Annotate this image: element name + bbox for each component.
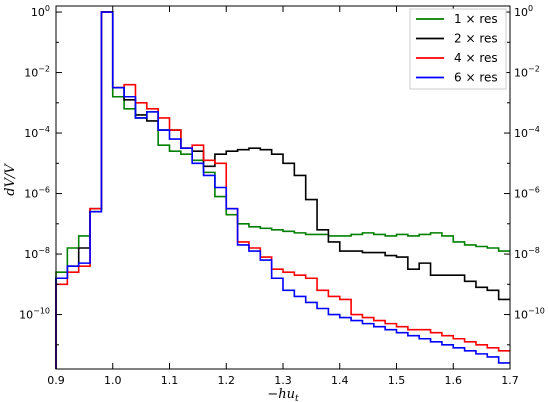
y-tick-label-right: 10−8 bbox=[514, 246, 540, 261]
x-axis-title: −hut bbox=[267, 387, 299, 402]
y-tick-label-right: 10−2 bbox=[514, 65, 540, 80]
x-tick-label: 0.9 bbox=[47, 374, 65, 387]
series-line-4 bbox=[55, 11, 510, 369]
legend-label-2: 2 × res bbox=[454, 32, 498, 46]
x-tick-label: 1.2 bbox=[218, 374, 236, 387]
y-tick-label-left: 10−4 bbox=[24, 125, 50, 140]
y-tick-label-right: 10−4 bbox=[514, 125, 540, 140]
x-tick-label: 1.3 bbox=[274, 374, 292, 387]
x-tick-label: 1.7 bbox=[501, 374, 519, 387]
x-tick-label: 1.4 bbox=[331, 374, 349, 387]
y-axis-title: dV/V bbox=[3, 163, 18, 196]
legend: 1 × res 2 × res 4 × res 6 × res bbox=[409, 8, 507, 90]
legend-label-4: 6 × res bbox=[454, 71, 498, 85]
plot-frame bbox=[55, 5, 511, 370]
tick-layer: 0.9 1.0 1.1 1.2 1.3 1.4 1.5 1.6 1.7 100 100 10−2 10−… bbox=[19, 4, 545, 387]
x-axis-title-subscript: t bbox=[295, 394, 299, 402]
x-tick-label: 1.1 bbox=[161, 374, 179, 387]
x-axis-title-main: −hu bbox=[267, 387, 295, 402]
y-tick-label-left: 100 bbox=[31, 4, 50, 19]
series-line-1 bbox=[55, 11, 510, 369]
y-tick-label-left: 10−8 bbox=[24, 246, 50, 261]
series-layer bbox=[55, 11, 510, 369]
y-tick-label-right: 10−10 bbox=[514, 307, 545, 322]
y-tick-label-right: 10−6 bbox=[514, 186, 540, 201]
legend-label-3: 4 × res bbox=[454, 51, 498, 65]
legend-label-1: 1 × res bbox=[454, 12, 498, 26]
y-tick-label-left: 10−2 bbox=[24, 65, 50, 80]
x-tick-label: 1.6 bbox=[445, 374, 463, 387]
series-line-3 bbox=[55, 11, 510, 369]
y-tick-label-left: 10−6 bbox=[24, 186, 50, 201]
x-tick-label: 1.5 bbox=[388, 374, 406, 387]
y-tick-label-left: 10−10 bbox=[19, 307, 50, 322]
legend-box bbox=[409, 8, 507, 90]
x-tick-label: 1.0 bbox=[104, 374, 122, 387]
y-tick-label-right: 100 bbox=[514, 4, 533, 19]
